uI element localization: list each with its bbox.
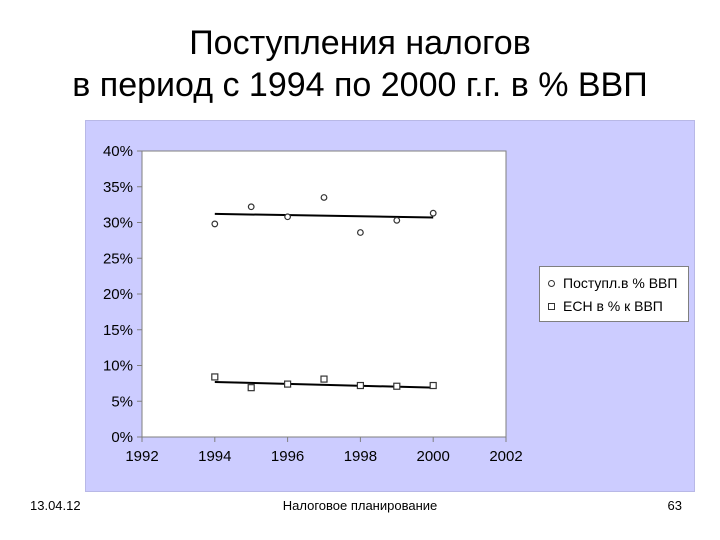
y-tick-label: 35% [103, 179, 133, 196]
data-point-series-0 [357, 229, 364, 236]
legend-item-revenue: Поступл.в % ВВП [548, 274, 677, 292]
y-tick-label: 10% [103, 358, 133, 375]
data-point-series-1 [393, 382, 401, 390]
square-marker-icon [548, 302, 555, 310]
x-tick-label: 1994 [198, 448, 231, 465]
slide-title: Поступления налогов в период с 1994 по 2… [0, 22, 720, 106]
data-point-series-1 [211, 373, 219, 381]
data-point-series-0 [211, 220, 219, 228]
x-tick-label: 2002 [489, 448, 522, 465]
x-tick-label: 1992 [125, 448, 158, 465]
data-point-series-0 [429, 209, 437, 217]
legend-label-esn: ЕСН в % к ВВП [563, 298, 663, 314]
data-point-series-0 [320, 194, 328, 201]
y-tick-label: 15% [103, 322, 133, 339]
chart-area: 0% 5% 10% 15% 20% 25% 30% 35% 40% 1992 1994 1996 199… [85, 120, 695, 492]
y-tick-label: 30% [103, 215, 133, 232]
page-number: 63 [667, 498, 682, 513]
circle-marker-icon [548, 279, 555, 287]
data-point-series-0 [393, 216, 401, 224]
data-point-series-1 [284, 380, 292, 388]
data-point-series-0 [247, 203, 255, 211]
legend-item-esn: ЕСН в % к ВВП [548, 297, 663, 315]
y-tick-label: 40% [103, 143, 133, 160]
x-tick-label: 1998 [344, 448, 377, 465]
chart-legend: Поступл.в % ВВП ЕСН в % к ВВП [539, 266, 689, 322]
slide-title-line2: в период с 1994 по 2000 г.г. в % ВВП [72, 66, 648, 104]
trendline-series-0 [214, 212, 434, 219]
scatter-chart: 0% 5% 10% 15% 20% 25% 30% 35% 40% 1992 1994 1996 199… [103, 143, 523, 465]
footer-date: 13.04.12 [30, 498, 81, 513]
x-tick-label: 2000 [417, 448, 450, 465]
x-tick-label: 1996 [271, 448, 304, 465]
data-point-series-1 [429, 381, 437, 390]
data-point-series-1 [247, 384, 255, 392]
data-point-series-0 [284, 213, 292, 221]
slide-title-line1: Поступления налогов [189, 24, 531, 62]
y-tick-label: 5% [111, 393, 133, 410]
data-point-series-1 [320, 375, 328, 383]
legend-label-revenue: Поступл.в % ВВП [563, 275, 678, 291]
y-tick-label: 0% [111, 429, 133, 446]
data-point-series-1 [356, 381, 364, 390]
y-tick-label: 20% [103, 286, 133, 303]
plot-area [141, 150, 507, 438]
y-tick-label: 25% [103, 250, 133, 267]
footer-title: Налоговое планирование [282, 498, 438, 513]
